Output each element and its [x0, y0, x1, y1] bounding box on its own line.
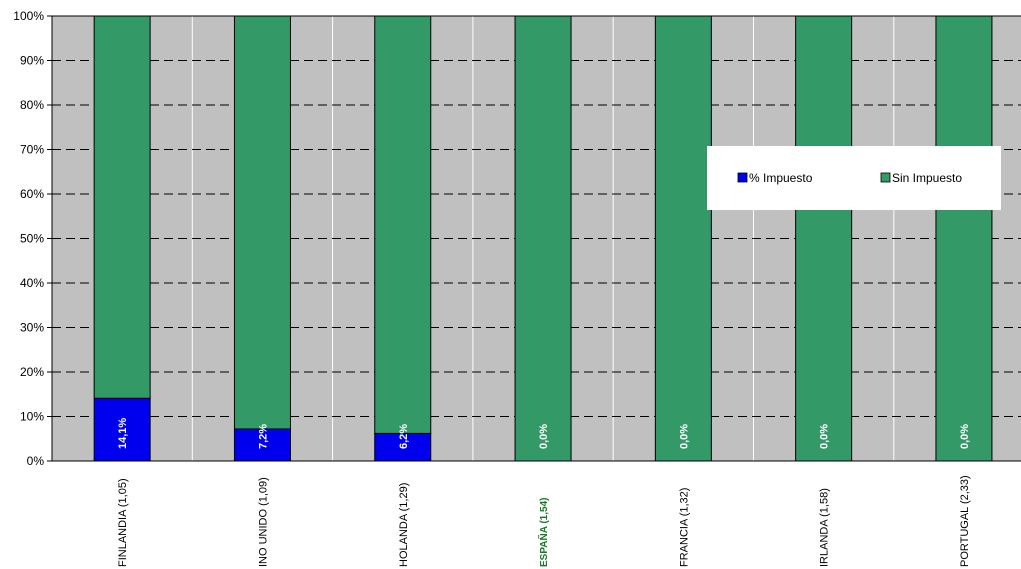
x-category-label: FINLANDIA (1,05)	[117, 478, 129, 567]
x-category-label: HOLANDA (1,29)	[398, 483, 410, 567]
bar-segment-sin-impuesto	[654, 15, 712, 462]
legend-label-impuesto: % Impuesto	[749, 171, 813, 185]
legend: % Impuesto Sin Impuesto	[707, 146, 1001, 210]
bar-segment-sin-impuesto	[935, 15, 993, 462]
bar-segment-impuesto	[374, 432, 432, 462]
y-tick-label: 0%	[27, 454, 45, 468]
legend-swatch-sin-impuesto	[880, 172, 891, 183]
legend-swatch-impuesto	[737, 172, 748, 183]
bar-segment-sin-impuesto	[233, 15, 291, 430]
bars	[93, 15, 993, 462]
legend-label-sin-impuesto: Sin Impuesto	[892, 171, 962, 185]
data-label: 0,0%	[819, 424, 831, 449]
bar-segment-sin-impuesto	[514, 15, 572, 462]
y-tick-label: 40%	[20, 276, 44, 290]
y-tick-label: 80%	[20, 98, 44, 112]
data-label: 14,1%	[117, 418, 129, 449]
data-label: 7,2%	[257, 424, 269, 449]
x-category-label: ESPAÑA (1,54)	[537, 498, 550, 567]
bar-segment-sin-impuesto	[93, 15, 151, 399]
y-tick-label: 30%	[20, 321, 44, 335]
bar-segment-sin-impuesto	[374, 15, 432, 434]
bar-segment-impuesto	[93, 397, 151, 462]
y-axis-ticks: 0% 10% 20% 30% 40% 50% 60% 70% 80% 90% 100%	[13, 9, 52, 468]
legend-box	[707, 146, 1001, 210]
y-tick-label: 90%	[20, 54, 44, 68]
y-tick-label: 60%	[20, 187, 44, 201]
data-label: 0,0%	[959, 424, 971, 449]
bar-segment-sin-impuesto	[795, 15, 853, 462]
data-labels: 14,1% 7,2% 6,2% 0,0% 0,0% 0,0% 0,0%	[117, 418, 971, 449]
y-tick-label: 70%	[20, 143, 44, 157]
bar-segment-impuesto	[233, 428, 291, 462]
y-tick-label: 10%	[20, 410, 44, 424]
y-tick-label: 100%	[13, 9, 44, 23]
x-axis-labels: FINLANDIA (1,05) INO UNIDO (1,09) HOLANDA …	[117, 475, 971, 567]
data-label: 0,0%	[678, 424, 690, 449]
data-label: 0,0%	[538, 424, 550, 449]
x-category-label: IRLANDA (1,58)	[819, 488, 831, 567]
x-category-label: FRANCIA (1,32)	[678, 488, 690, 567]
data-label: 6,2%	[398, 424, 410, 449]
x-category-label: INO UNIDO (1,09)	[257, 477, 269, 567]
y-tick-label: 50%	[20, 232, 44, 246]
y-tick-label: 20%	[20, 365, 44, 379]
x-category-label: PORTUGAL (2,33)	[959, 475, 971, 567]
